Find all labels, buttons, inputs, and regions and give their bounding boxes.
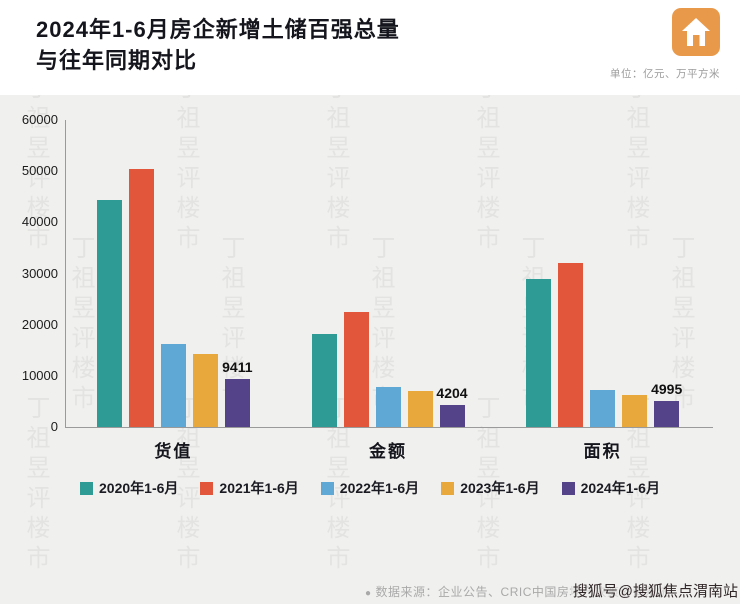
bar-wrap: 4204 (436, 385, 468, 427)
chart-legend: 2020年1-6月 2021年1-6月 2022年1-6月 2023年1-6月 2024… (0, 478, 740, 498)
bar-wrap (192, 354, 218, 427)
legend-swatch (441, 481, 455, 495)
legend-label: 2023年1-6月 (460, 480, 540, 496)
category-label: 货值 (154, 442, 193, 461)
page-title-line1: 2024年1-6月房企新增土储百强总量 (36, 17, 400, 42)
legend-item: 2022年1-6月 (320, 478, 420, 498)
legend-label: 2022年1-6月 (339, 480, 420, 496)
bar (96, 200, 122, 427)
sohu-watermark: 搜狐号@搜狐焦点渭南站 (570, 579, 740, 602)
legend-item: 2020年1-6月 (80, 478, 178, 498)
legend-swatch (200, 481, 214, 495)
header: 2024年1-6月房企新增土储百强总量 与往年同期对比 单位：亿元、万平方米 (0, 0, 740, 95)
legend-item: 2023年1-6月 (441, 478, 540, 498)
bar-wrap: 9411 (222, 359, 253, 427)
bar (622, 395, 648, 427)
bar (192, 354, 218, 427)
y-axis: 0 10000 20000 30000 40000 50000 60000 (0, 112, 58, 434)
bar-wrap (375, 387, 401, 427)
x-axis-line (65, 427, 713, 428)
bar (526, 279, 552, 427)
data-label: 9411 (222, 359, 253, 375)
bar-wrap (311, 334, 337, 427)
bar (590, 390, 616, 427)
y-tick-label: 0 (50, 419, 58, 434)
bar-wrap (558, 263, 584, 427)
bar (654, 401, 680, 427)
category-label: 面积 (583, 442, 622, 461)
legend-swatch (320, 481, 334, 495)
y-tick-label: 60000 (21, 112, 58, 127)
legend-label: 2024年1-6月 (580, 480, 660, 496)
legend-label: 2021年1-6月 (219, 480, 299, 496)
bar-wrap (407, 391, 433, 427)
category-labels: 货值 金额 面积 (66, 437, 710, 462)
data-label: 4204 (436, 385, 468, 401)
bar-group-2: 4204 (281, 120, 496, 427)
y-tick-label: 10000 (21, 367, 58, 383)
legend-item: 2021年1-6月 (200, 478, 299, 498)
bar-wrap (526, 279, 552, 427)
category-label: 金额 (369, 442, 407, 461)
y-tick-label: 20000 (21, 316, 58, 332)
unit-note: 单位：亿元、万平方米 (610, 68, 720, 80)
house-icon (672, 8, 720, 56)
legend-item: 2024年1-6月 (561, 478, 660, 498)
bar-chart-plot: 9411 4204 4995 (66, 120, 710, 427)
y-tick-label: 50000 (21, 163, 58, 179)
legend-swatch (80, 481, 94, 495)
bar-wrap: 4995 (651, 381, 682, 427)
page-title-line2: 与往年同期对比 (36, 48, 198, 73)
legend-swatch (561, 481, 575, 495)
chart-panel: 丁祖昱评楼市 丁祖昱评楼市 丁祖昱评楼市 丁祖昱评楼市 丁祖昱评楼市 丁祖昱评楼市 丁祖昱评… (0, 95, 740, 604)
bar-wrap (160, 344, 186, 427)
bar (343, 312, 369, 427)
bar-wrap (96, 200, 122, 427)
bar-wrap (622, 395, 648, 427)
legend-label: 2020年1-6月 (99, 480, 179, 496)
bar (375, 387, 401, 427)
bar (311, 334, 337, 427)
y-tick-label: 40000 (21, 214, 58, 230)
bar (224, 379, 250, 427)
bar-wrap (128, 169, 154, 427)
bar (407, 391, 433, 427)
page-title: 2024年1-6月房企新增土储百强总量 与往年同期对比 (36, 14, 400, 76)
bar-wrap (343, 312, 369, 427)
data-label: 4995 (651, 381, 683, 397)
bar (160, 344, 186, 427)
bar (439, 405, 465, 427)
bar-group-3: 4995 (495, 120, 710, 427)
y-axis-line (65, 120, 66, 428)
bar-wrap (590, 390, 616, 427)
bar-group-1: 9411 (66, 120, 281, 427)
bar (558, 263, 584, 427)
y-tick-label: 30000 (21, 265, 58, 281)
bullet-icon: ● (365, 588, 372, 599)
bar (128, 169, 154, 427)
